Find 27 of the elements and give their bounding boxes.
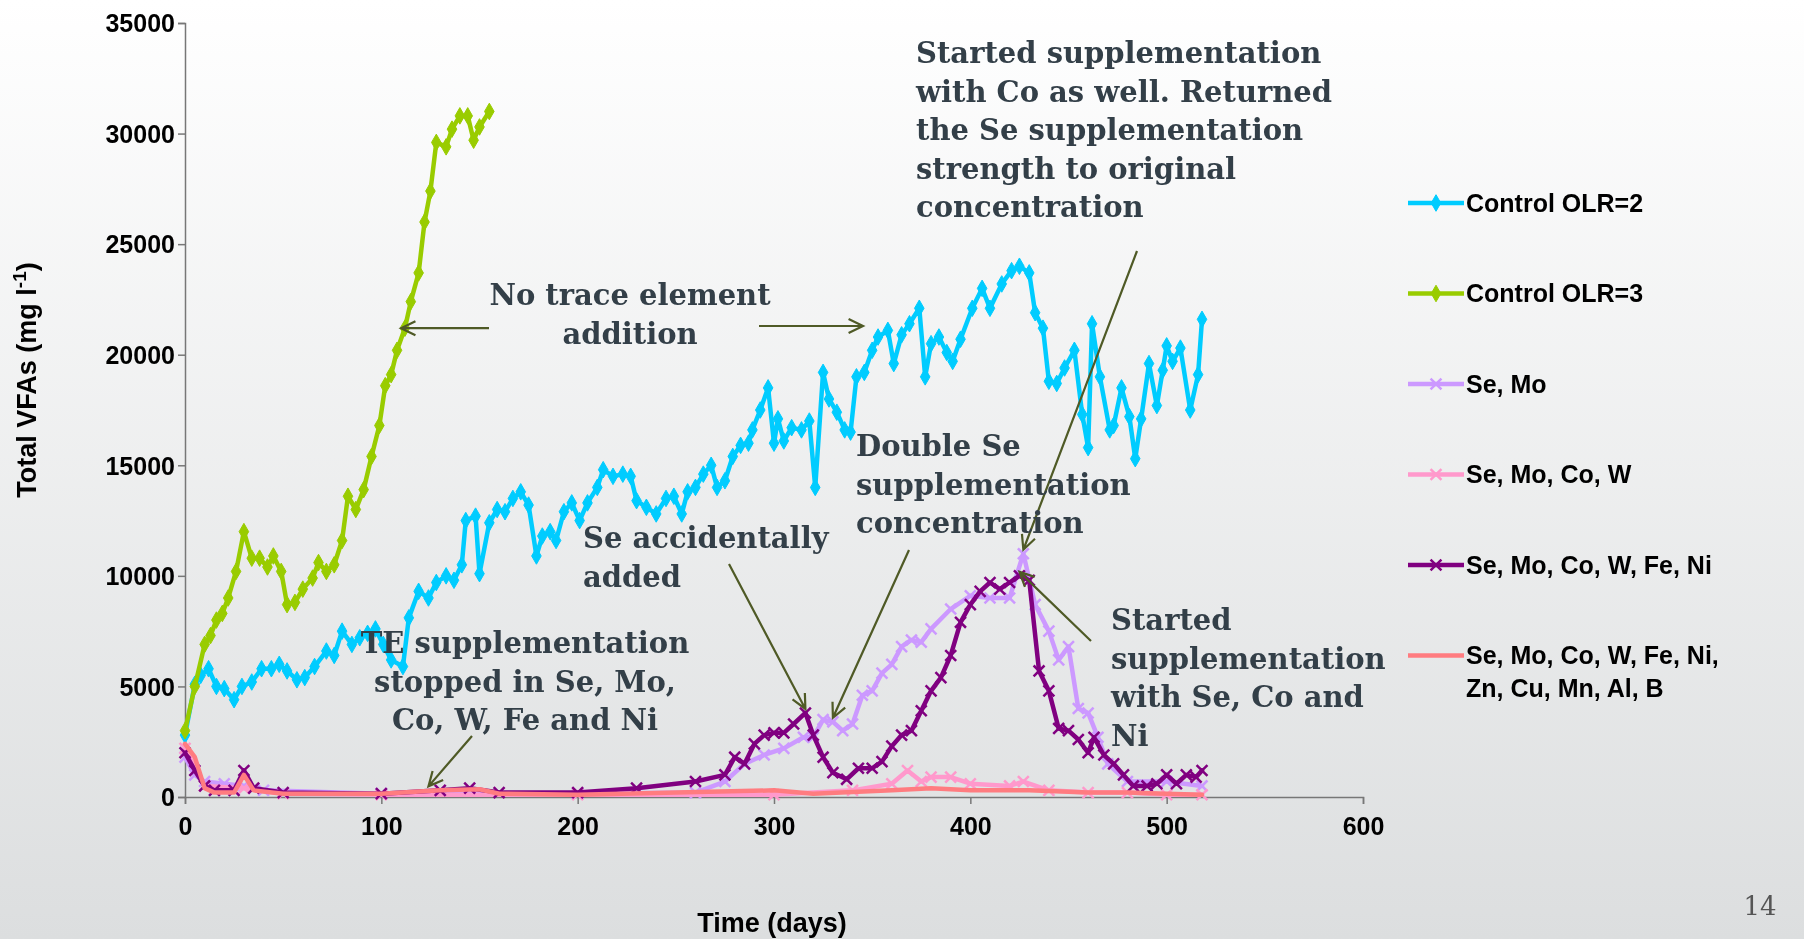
annotation: Started supplementation with Se, Co and Ni [1110,603,1386,753]
y-tick-label: 20000 [105,340,175,369]
y-tick-label: 5000 [119,672,175,701]
y-tick-label: 35000 [105,9,175,38]
legend-label: Se, Mo, Co, W [1466,460,1632,489]
legend-label: Se, Mo, Co, W, Fe, Ni, Zn, Cu, Mn, Al, B [1466,641,1719,702]
x-tick-label: 0 [178,811,193,840]
annotation: Started supplementation with Co as well. Returned the Se supplementation strength to original concentration [915,36,1333,224]
text: 14 [1743,891,1777,921]
x-tick-label: 500 [1146,811,1189,840]
annotation: Se accidentally added [583,521,830,594]
x-tick-label: 100 [360,811,403,840]
x-tick-label: 300 [753,811,796,840]
y-tick-label: 25000 [105,230,175,259]
x-tick-label: 200 [557,811,600,840]
legend-label: Control OLR=2 [1466,188,1644,217]
y-tick-label: 15000 [105,451,175,480]
y-tick-label: 0 [161,783,175,812]
legend-label: Control OLR=3 [1466,279,1644,308]
y-tick-label: 30000 [105,119,175,148]
annotation: No trace element addition [489,278,772,351]
x-axis-title: Time (days) [697,908,847,938]
legend-label: Se, Mo, Co, W, Fe, Ni [1466,550,1712,579]
x-tick-label: 600 [1342,811,1385,840]
y-tick-label: 10000 [105,562,175,591]
legend-label: Se, Mo [1466,369,1547,398]
x-tick-label: 400 [949,811,992,840]
